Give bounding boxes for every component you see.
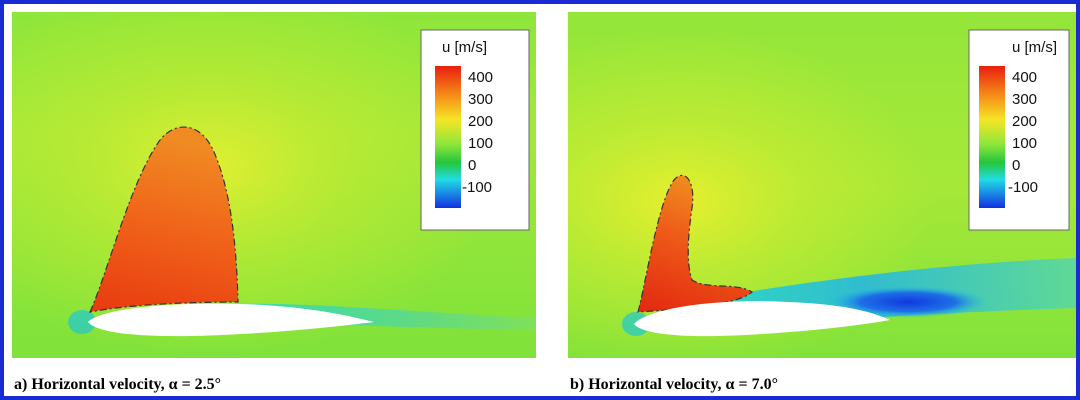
- reverse-flow-region: [828, 286, 988, 318]
- tick-100: 100: [1012, 135, 1037, 152]
- panel-a-contour-plot: u [m/s] 400 300 200 100 0 -100: [12, 12, 536, 358]
- panel-a-svg: u [m/s] 400 300 200 100 0 -100: [12, 12, 536, 358]
- stagnation-region: [68, 310, 96, 334]
- colorbar-legend: u [m/s] 400 300 200 100 0 -100: [420, 29, 530, 231]
- tick-400: 400: [468, 69, 493, 86]
- panel-b-svg: u [m/s] 400 300 200 100 0 -100: [568, 12, 1076, 358]
- colorbar: [435, 66, 461, 208]
- tick-minus-100: -100: [1008, 179, 1038, 196]
- supersonic-region-contour: [637, 174, 754, 313]
- tick-0: 0: [468, 157, 476, 174]
- colorbar: [979, 66, 1005, 208]
- airfoil-shape: [634, 301, 890, 337]
- tick-400: 400: [1012, 69, 1037, 86]
- caption-panel-a: a) Horizontal velocity, α = 2.5°: [14, 376, 222, 393]
- tick-200: 200: [468, 113, 493, 130]
- tick-200: 200: [1012, 113, 1037, 130]
- legend-title: u [m/s]: [1012, 39, 1057, 56]
- tick-100: 100: [468, 135, 493, 152]
- tick-0: 0: [1012, 157, 1020, 174]
- panel-b-contour-plot: u [m/s] 400 300 200 100 0 -100: [568, 12, 1076, 358]
- tick-minus-100: -100: [462, 179, 492, 196]
- caption-panel-b: b) Horizontal velocity, α = 7.0°: [570, 376, 778, 393]
- tick-300: 300: [1012, 91, 1037, 108]
- airfoil-shape: [88, 303, 374, 337]
- tick-300: 300: [468, 91, 493, 108]
- legend-title: u [m/s]: [442, 39, 487, 56]
- supersonic-region-contour: [88, 126, 239, 313]
- colorbar-legend: u [m/s] 400 300 200 100 0 -100: [968, 29, 1070, 231]
